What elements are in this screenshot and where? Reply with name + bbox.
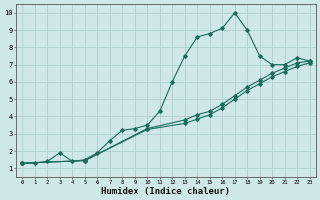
X-axis label: Humidex (Indice chaleur): Humidex (Indice chaleur) [101,187,230,196]
